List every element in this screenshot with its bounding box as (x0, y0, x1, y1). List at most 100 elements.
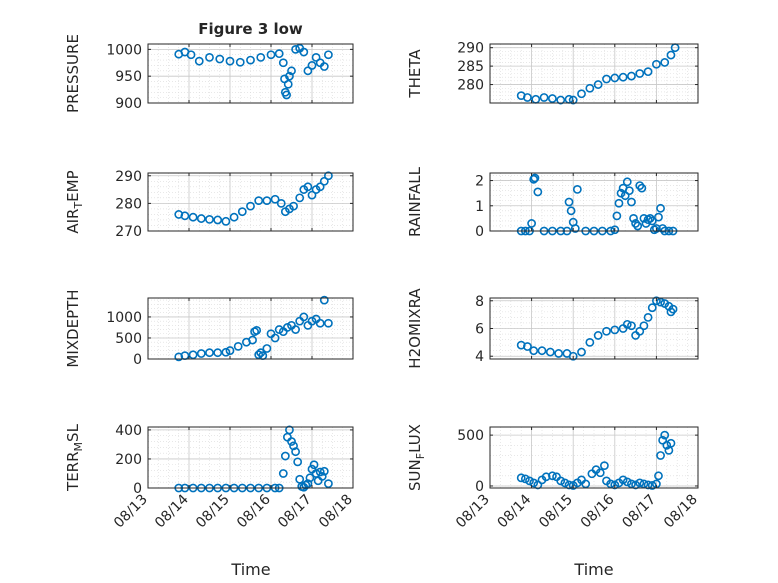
data-point (299, 47, 309, 57)
data-point (537, 346, 547, 356)
y-axis-label-subscript: T (72, 202, 85, 210)
data-point (577, 89, 586, 99)
data-point (254, 350, 264, 360)
data-point (539, 93, 549, 102)
data-point (323, 171, 333, 181)
y-tick-label: 4 (475, 349, 484, 365)
data-point (215, 54, 225, 64)
data-point (548, 471, 557, 481)
y-tick-label: 1000 (106, 42, 142, 58)
data-point (229, 212, 239, 222)
data-point (256, 53, 266, 62)
data-point (520, 474, 530, 484)
data-point (654, 471, 663, 481)
data-point (523, 342, 532, 351)
data-point (291, 447, 300, 457)
data-point (225, 56, 235, 66)
data-point (666, 50, 676, 60)
y-tick-label: 270 (115, 224, 142, 240)
data-point (309, 460, 319, 470)
y-tick-label: 8 (475, 294, 484, 310)
data-point (660, 430, 670, 440)
y-tick-label: 950 (115, 69, 142, 85)
data-point (262, 344, 272, 353)
data-point (205, 53, 214, 62)
data-point (533, 187, 543, 197)
data-point (545, 347, 555, 357)
y-tick-label: 400 (115, 423, 142, 439)
data-point (556, 95, 566, 105)
data-point (323, 318, 333, 328)
data-point (278, 58, 288, 68)
data-point (593, 80, 603, 89)
data-point (643, 67, 653, 77)
data-point (196, 349, 206, 358)
y-tick-label: 0 (475, 224, 484, 240)
data-point (516, 473, 526, 483)
data-point (174, 210, 184, 219)
data-point (652, 296, 661, 306)
data-point (188, 212, 198, 222)
data-point (647, 481, 657, 490)
data-point (174, 352, 184, 362)
data-point (319, 176, 329, 186)
data-point (280, 451, 290, 461)
data-point (262, 196, 272, 206)
y-axis-label: PRESSURE (64, 34, 82, 113)
y-axis-label-main: PRESSURE (64, 34, 82, 113)
data-point (556, 476, 566, 486)
data-point (647, 303, 657, 313)
data-point (631, 480, 640, 490)
x-axis-label-left: Time (230, 560, 270, 579)
data-point (287, 66, 296, 76)
y-axis-label-main: THETA (406, 49, 424, 99)
data-point (303, 66, 313, 76)
chart-title: Figure 3 low (198, 20, 303, 38)
data-point (246, 201, 255, 211)
y-tick-label: 290 (457, 41, 484, 57)
data-point (620, 191, 630, 201)
data-point (235, 57, 245, 67)
data-point (652, 59, 661, 69)
data-point (564, 197, 574, 207)
data-point (610, 480, 620, 490)
data-point (568, 351, 578, 361)
y-tick-label: 1 (475, 199, 484, 215)
data-point (662, 440, 672, 450)
y-tick-label: 0 (133, 352, 142, 368)
data-point (291, 44, 300, 54)
subplot-5: 0 500 1000 MIXDEPTH (64, 289, 354, 368)
y-tick-label: 500 (457, 428, 484, 444)
y-axis-label: AIRTEMP (64, 170, 85, 233)
data-point (614, 198, 624, 208)
data-point (221, 347, 231, 357)
data-point (554, 349, 564, 358)
data-point (622, 319, 632, 329)
y-axis-label: THETA (406, 49, 424, 99)
data-point (635, 326, 645, 336)
data-point (194, 56, 204, 66)
data-point (622, 477, 632, 487)
axes-box (147, 297, 354, 360)
data-point (635, 69, 645, 78)
y-tick-label: 500 (115, 331, 142, 347)
data-point (656, 203, 665, 213)
data-point (233, 341, 243, 351)
x-axis-label-right: Time (573, 560, 613, 579)
y-axis-label-main: H2OMIXRA (406, 288, 424, 369)
y-axis-label: TERRMSL (64, 423, 85, 492)
data-point (315, 318, 325, 328)
data-point (639, 213, 649, 223)
data-point (270, 333, 280, 343)
data-point (529, 174, 539, 184)
data-point (289, 201, 298, 211)
data-point (566, 206, 576, 216)
data-point (627, 197, 636, 207)
data-point (315, 182, 325, 192)
y-tick-label: 900 (115, 96, 142, 112)
data-point (323, 479, 333, 489)
data-point (180, 211, 190, 221)
data-point (529, 478, 539, 488)
y-tick-label: 290 (115, 169, 142, 185)
y-tick-label: 1000 (106, 310, 142, 326)
